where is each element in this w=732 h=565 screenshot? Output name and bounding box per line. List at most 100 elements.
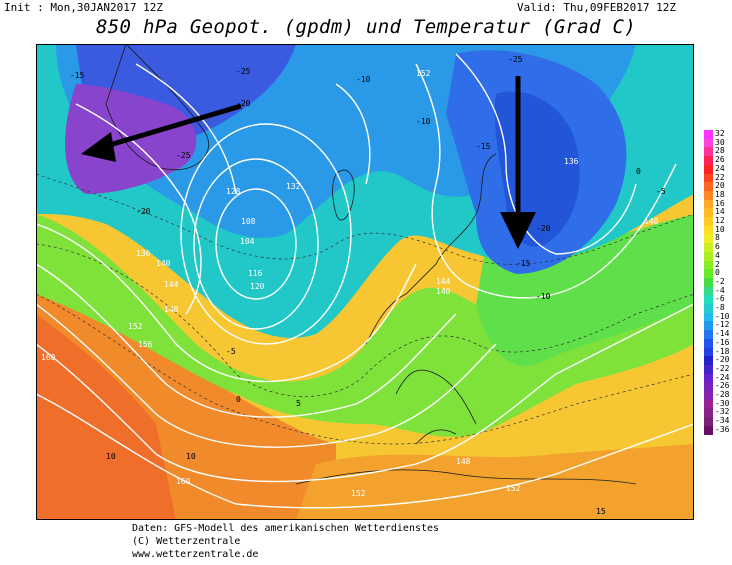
data-source-footer: Daten: GFS-Modell des amerikanischen Wet…: [132, 522, 439, 561]
svg-text:160: 160: [41, 353, 56, 362]
svg-text:5: 5: [296, 399, 301, 408]
legend-swatch: [704, 338, 713, 348]
legend-swatch: [704, 225, 713, 235]
svg-text:104: 104: [240, 237, 255, 246]
svg-text:160: 160: [176, 477, 191, 486]
svg-text:108: 108: [241, 217, 256, 226]
svg-text:116: 116: [248, 269, 263, 278]
svg-text:-15: -15: [476, 142, 491, 151]
legend-swatch: [704, 173, 713, 183]
mild-zone: [36, 214, 694, 437]
coastline-europe: [365, 153, 497, 445]
legend-swatch: [704, 347, 713, 357]
legend-swatch: [704, 217, 713, 227]
legend-label: -32: [715, 407, 730, 417]
legend-label: 10: [715, 224, 725, 234]
legend-swatch: [704, 156, 713, 166]
legend-swatch: [704, 277, 713, 288]
legend-label: -12: [715, 320, 730, 330]
legend-swatch: [704, 364, 713, 375]
weather-map: 104 108 116 120 128 132 136 140 144 148 …: [36, 44, 694, 520]
svg-text:-20: -20: [236, 99, 251, 108]
legend-swatch: [704, 330, 713, 340]
svg-text:-20: -20: [136, 207, 151, 216]
legend-swatch: [704, 304, 713, 314]
warm-zone-south: [296, 444, 694, 520]
legend-label: 26: [715, 155, 725, 165]
isotherm-minus5: [36, 173, 694, 265]
legend-swatch: [704, 164, 713, 174]
legend-label: 0: [715, 268, 720, 278]
legend-label: 16: [715, 198, 725, 208]
legend-swatch: [704, 312, 713, 322]
coastline-britain: [332, 169, 355, 221]
valid-time: Valid: Thu,09FEB2017 12Z: [517, 1, 676, 14]
legend-label: 24: [715, 163, 725, 173]
isotherm-5: [36, 293, 694, 445]
svg-text:152: 152: [351, 489, 366, 498]
legend-swatch: [704, 260, 713, 270]
legend-label: 2: [715, 259, 720, 269]
legend-label: 4: [715, 250, 720, 260]
legend-label: 32: [715, 129, 725, 138]
legend-swatch: [704, 182, 713, 192]
legend-label: 18: [715, 189, 725, 199]
legend-label: 12: [715, 216, 725, 225]
svg-text:-10: -10: [356, 75, 371, 84]
legend-label: 30: [715, 137, 725, 147]
arrow-west: [81, 103, 242, 162]
svg-text:136: 136: [564, 157, 579, 166]
legend-swatch: [704, 138, 713, 148]
legend-label: -26: [715, 381, 730, 391]
coastline-africa: [295, 469, 637, 485]
legend-swatch: [704, 130, 713, 140]
legend-label: -22: [715, 363, 730, 373]
svg-text:-10: -10: [536, 292, 551, 301]
legend-label: -8: [715, 303, 725, 312]
svg-text:-25: -25: [236, 67, 251, 76]
svg-text:140: 140: [436, 287, 451, 296]
svg-text:152: 152: [416, 69, 431, 78]
legend-label: -24: [715, 372, 730, 382]
legend-swatch: [704, 251, 713, 261]
svg-text:0: 0: [236, 395, 241, 404]
legend-label: 22: [715, 172, 725, 182]
legend-label: 6: [715, 242, 720, 252]
legend-swatch: [704, 286, 713, 296]
legend-swatch: [704, 208, 713, 218]
svg-text:10: 10: [186, 452, 196, 461]
svg-text:144: 144: [164, 280, 179, 289]
legend-swatch: [704, 382, 713, 392]
svg-text:144: 144: [436, 277, 451, 286]
svg-text:148: 148: [164, 305, 179, 314]
legend-label: -16: [715, 337, 730, 347]
legend-label: -18: [715, 346, 730, 356]
legend-swatch: [704, 243, 713, 253]
svg-text:132: 132: [286, 182, 301, 191]
temp-labels: -15 -25 -20 -25 -20 -25 -15 -20 -15 -10 …: [70, 55, 666, 516]
svg-text:140: 140: [644, 217, 659, 226]
legend-swatch: [704, 417, 713, 427]
legend-swatch: [704, 295, 713, 305]
arrow-south: [500, 76, 536, 249]
legend-swatch: [704, 321, 713, 331]
svg-text:-5: -5: [226, 347, 236, 356]
legend-label: 14: [715, 207, 725, 217]
legend-label: -34: [715, 416, 730, 426]
svg-text:-15: -15: [70, 71, 85, 80]
legend-label: -30: [715, 398, 730, 408]
legend-label: -10: [715, 311, 730, 321]
legend-swatch: [704, 234, 713, 244]
legend-label: -36: [715, 424, 730, 434]
svg-text:-15: -15: [516, 259, 531, 268]
svg-text:128: 128: [226, 187, 241, 196]
svg-text:-5: -5: [656, 187, 666, 196]
legend-label: -28: [715, 390, 730, 399]
svg-text:140: 140: [156, 259, 171, 268]
legend-label: -6: [715, 294, 725, 304]
svg-text:10: 10: [106, 452, 116, 461]
footer-website: www.wetterzentrale.de: [132, 549, 259, 560]
svg-text:15: 15: [596, 507, 606, 516]
legend-swatch: [704, 356, 713, 366]
footer-data-line: Daten: GFS-Modell des amerikanischen Wet…: [132, 523, 440, 534]
